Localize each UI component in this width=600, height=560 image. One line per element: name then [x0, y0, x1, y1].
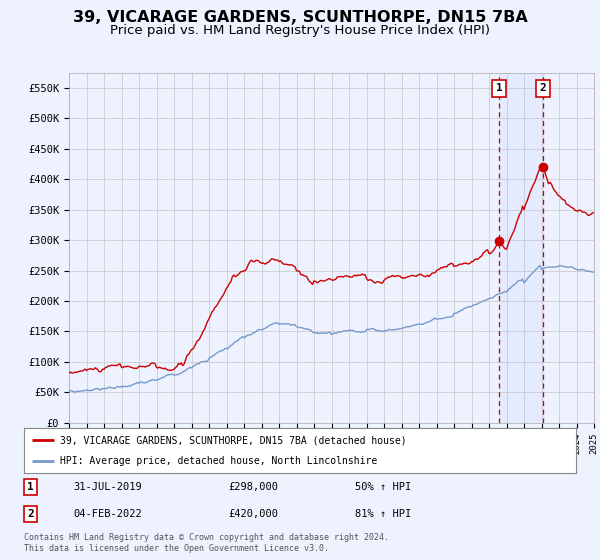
- Bar: [499, 73, 543, 423]
- Text: 50% ↑ HPI: 50% ↑ HPI: [355, 482, 412, 492]
- Text: £420,000: £420,000: [228, 509, 278, 519]
- Text: 1: 1: [496, 83, 503, 94]
- Text: 31-JUL-2019: 31-JUL-2019: [74, 482, 142, 492]
- Text: HPI: Average price, detached house, North Lincolnshire: HPI: Average price, detached house, Nort…: [60, 456, 377, 466]
- Text: 2: 2: [539, 83, 547, 94]
- Text: 04-FEB-2022: 04-FEB-2022: [74, 509, 142, 519]
- Text: 39, VICARAGE GARDENS, SCUNTHORPE, DN15 7BA: 39, VICARAGE GARDENS, SCUNTHORPE, DN15 7…: [73, 10, 527, 25]
- Text: £298,000: £298,000: [228, 482, 278, 492]
- Text: Contains HM Land Registry data © Crown copyright and database right 2024.
This d: Contains HM Land Registry data © Crown c…: [24, 533, 389, 553]
- Text: 2: 2: [27, 509, 34, 519]
- Text: 81% ↑ HPI: 81% ↑ HPI: [355, 509, 412, 519]
- Text: 39, VICARAGE GARDENS, SCUNTHORPE, DN15 7BA (detached house): 39, VICARAGE GARDENS, SCUNTHORPE, DN15 7…: [60, 436, 407, 446]
- Text: 1: 1: [27, 482, 34, 492]
- Text: Price paid vs. HM Land Registry's House Price Index (HPI): Price paid vs. HM Land Registry's House …: [110, 24, 490, 36]
